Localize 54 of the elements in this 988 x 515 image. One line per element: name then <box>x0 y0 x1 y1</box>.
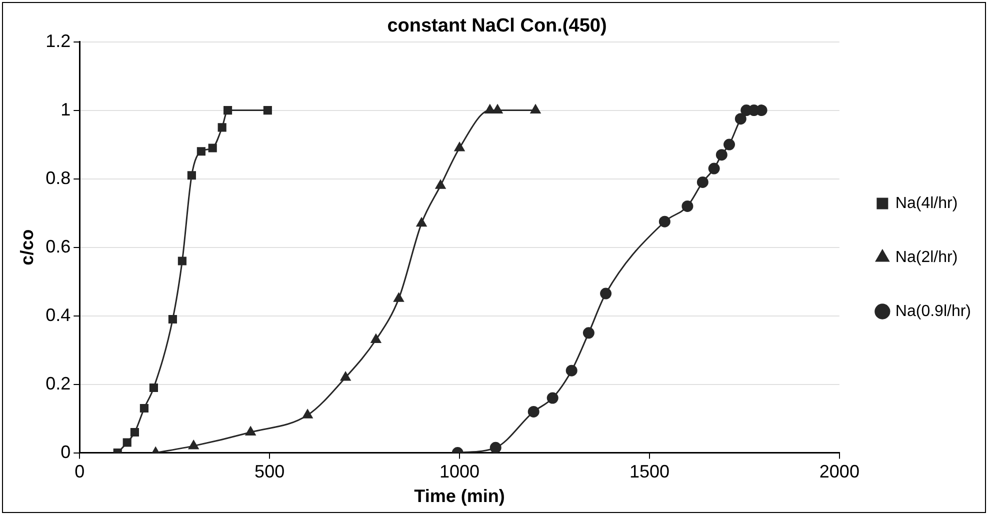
legend-label: Na(2l/hr) <box>895 248 958 266</box>
point <box>178 256 186 266</box>
point <box>188 440 199 450</box>
point <box>245 426 256 436</box>
point <box>546 392 558 404</box>
x-tick-label: 1000 <box>440 462 480 482</box>
point <box>302 409 313 418</box>
point <box>716 149 728 161</box>
point <box>528 406 540 418</box>
point <box>658 216 670 228</box>
point <box>416 218 427 227</box>
point <box>734 113 746 125</box>
y-tick-label: 0.2 <box>46 373 71 394</box>
point <box>435 180 446 189</box>
point <box>122 438 132 447</box>
y-tick-label: 0.8 <box>46 168 71 188</box>
y-tick-label: 1.2 <box>46 30 71 51</box>
point <box>454 142 465 152</box>
point <box>224 106 232 115</box>
point <box>187 171 196 180</box>
point <box>490 442 502 453</box>
point <box>708 162 720 174</box>
point <box>208 144 217 152</box>
point <box>130 428 139 437</box>
x-tick-label: 2000 <box>819 462 860 482</box>
point <box>370 334 382 344</box>
point <box>140 404 148 413</box>
point <box>168 314 177 324</box>
point <box>724 138 735 150</box>
legend-label: Na(4l/hr) <box>895 194 958 212</box>
point <box>530 104 541 114</box>
y-tick-label: 0.6 <box>46 236 71 256</box>
point <box>600 288 612 300</box>
point <box>149 383 158 392</box>
point <box>340 372 351 381</box>
point <box>582 327 594 339</box>
x-axis-title: Time (min) <box>414 486 505 506</box>
point <box>196 147 206 156</box>
point <box>394 292 404 302</box>
point <box>696 176 708 188</box>
point <box>484 104 495 114</box>
point <box>218 123 226 132</box>
x-tick-label: 500 <box>254 462 285 482</box>
x-tick-label: 1500 <box>629 462 670 482</box>
chart-title: constant NaCl Con.(450) <box>387 16 607 37</box>
y-tick-label: 0.4 <box>46 304 71 325</box>
y-axis-title: c/co <box>16 229 37 266</box>
y-tick-label: 1 <box>60 99 71 120</box>
y-tick-label: 0 <box>60 442 71 462</box>
point <box>263 106 272 115</box>
x-tick-label: 0 <box>74 462 85 482</box>
legend-label: Na(0.9l/hr) <box>895 302 971 320</box>
point <box>566 364 578 376</box>
point <box>682 200 694 212</box>
